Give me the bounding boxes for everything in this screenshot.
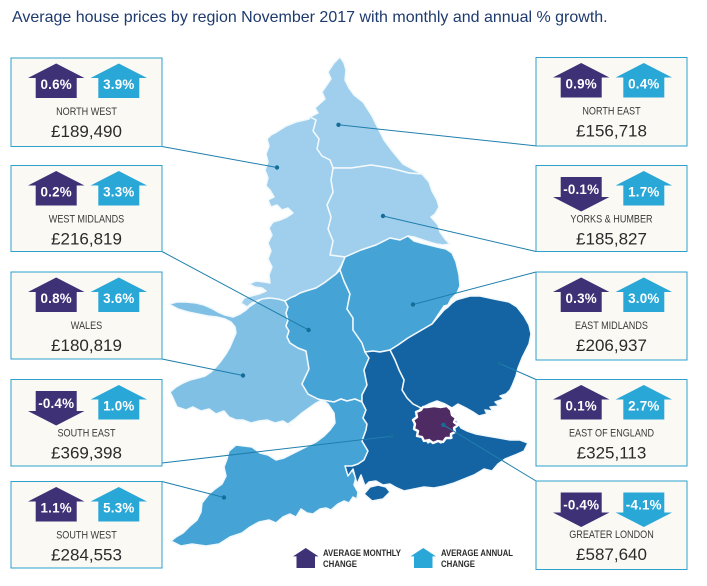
svg-text:0.1%: 0.1% (566, 399, 597, 414)
svg-text:3.3%: 3.3% (103, 185, 134, 200)
svg-text:2.7%: 2.7% (628, 399, 659, 414)
svg-text:-0.4%: -0.4% (38, 396, 74, 411)
svg-text:WALES: WALES (71, 320, 102, 332)
svg-text:NORTH WEST: NORTH WEST (56, 106, 117, 118)
svg-text:EAST OF ENGLAND: EAST OF ENGLAND (569, 427, 654, 439)
svg-text:SOUTH EAST: SOUTH EAST (58, 427, 116, 439)
svg-text:1.1%: 1.1% (41, 501, 72, 516)
svg-text:NORTH EAST: NORTH EAST (582, 105, 641, 117)
svg-text:GREATER LONDON: GREATER LONDON (569, 529, 654, 541)
svg-text:£156,718: £156,718 (576, 122, 647, 141)
svg-text:YORKS & HUMBER: YORKS & HUMBER (570, 213, 652, 225)
svg-text:CHANGE: CHANGE (441, 559, 475, 569)
svg-text:3.9%: 3.9% (103, 77, 134, 92)
svg-text:£185,827: £185,827 (576, 230, 647, 249)
svg-text:£369,398: £369,398 (51, 444, 122, 463)
svg-text:WEST MIDLANDS: WEST MIDLANDS (49, 213, 124, 225)
svg-text:1.0%: 1.0% (103, 399, 134, 414)
svg-text:0.6%: 0.6% (41, 77, 72, 92)
svg-text:AVERAGE MONTHLY: AVERAGE MONTHLY (323, 548, 402, 558)
svg-text:3.0%: 3.0% (628, 291, 659, 306)
svg-text:EAST MIDLANDS: EAST MIDLANDS (575, 320, 648, 332)
svg-text:£189,490: £189,490 (51, 122, 122, 141)
svg-text:-0.1%: -0.1% (563, 182, 599, 197)
svg-text:£180,819: £180,819 (51, 336, 122, 355)
svg-text:£587,640: £587,640 (576, 545, 647, 564)
svg-text:1.7%: 1.7% (628, 185, 659, 200)
svg-text:3.6%: 3.6% (103, 291, 134, 306)
svg-text:0.9%: 0.9% (566, 77, 597, 92)
svg-text:-0.4%: -0.4% (563, 498, 599, 513)
svg-text:-4.1%: -4.1% (626, 498, 662, 513)
svg-text:AVERAGE ANNUAL: AVERAGE ANNUAL (441, 548, 513, 558)
svg-text:£206,937: £206,937 (576, 336, 647, 355)
svg-text:£284,553: £284,553 (51, 546, 122, 565)
svg-text:5.3%: 5.3% (103, 501, 134, 516)
svg-text:SOUTH WEST: SOUTH WEST (56, 529, 117, 541)
svg-text:0.3%: 0.3% (566, 291, 597, 306)
svg-text:CHANGE: CHANGE (323, 559, 357, 569)
svg-text:0.8%: 0.8% (41, 291, 72, 306)
svg-text:0.4%: 0.4% (628, 77, 659, 92)
svg-text:0.2%: 0.2% (41, 185, 72, 200)
svg-text:£325,113: £325,113 (577, 444, 647, 463)
svg-text:£216,819: £216,819 (51, 230, 122, 249)
